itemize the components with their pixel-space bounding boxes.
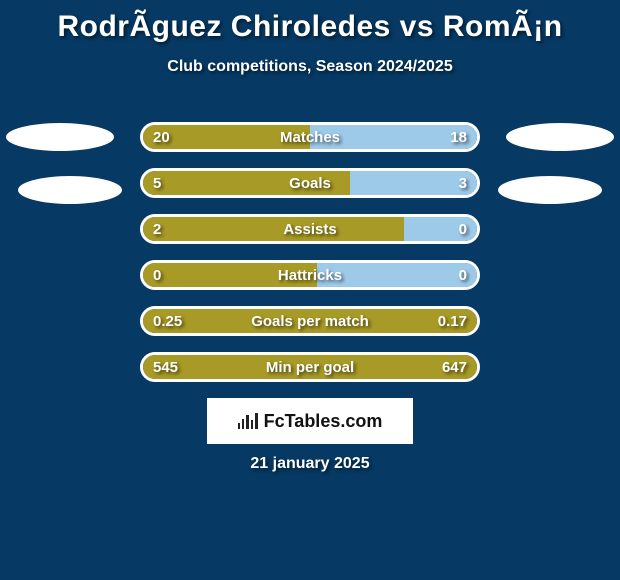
stat-row: 0.250.17Goals per match	[140, 306, 480, 336]
bar-right	[404, 217, 477, 241]
bar-right	[310, 125, 477, 149]
bar-right	[350, 171, 477, 195]
bar-left	[143, 217, 404, 241]
bar-left	[143, 355, 477, 379]
player-left-blob-2	[18, 176, 122, 204]
subtitle: Club competitions, Season 2024/2025	[0, 58, 620, 76]
logo-text: FcTables.com	[264, 411, 383, 432]
stat-row: 20Assists	[140, 214, 480, 244]
bar-left	[143, 125, 310, 149]
logo-box: FcTables.com	[207, 398, 413, 444]
bar-left	[143, 263, 317, 287]
stat-row: 00Hattricks	[140, 260, 480, 290]
page-title: RodrÃ­guez Chiroledes vs RomÃ¡n	[0, 0, 620, 44]
date-label: 21 january 2025	[0, 455, 620, 473]
bar-right	[317, 263, 477, 287]
bar-left	[143, 309, 477, 333]
player-right-blob-1	[506, 123, 614, 151]
stat-row: 53Goals	[140, 168, 480, 198]
player-right-blob-2	[498, 176, 602, 204]
stat-row: 545647Min per goal	[140, 352, 480, 382]
bar-left	[143, 171, 350, 195]
player-left-blob-1	[6, 123, 114, 151]
stat-rows: 2018Matches 53Goals 20Assists 00Hattricks 0.…	[140, 122, 480, 398]
stat-row: 2018Matches	[140, 122, 480, 152]
bar-chart-icon	[238, 413, 258, 429]
